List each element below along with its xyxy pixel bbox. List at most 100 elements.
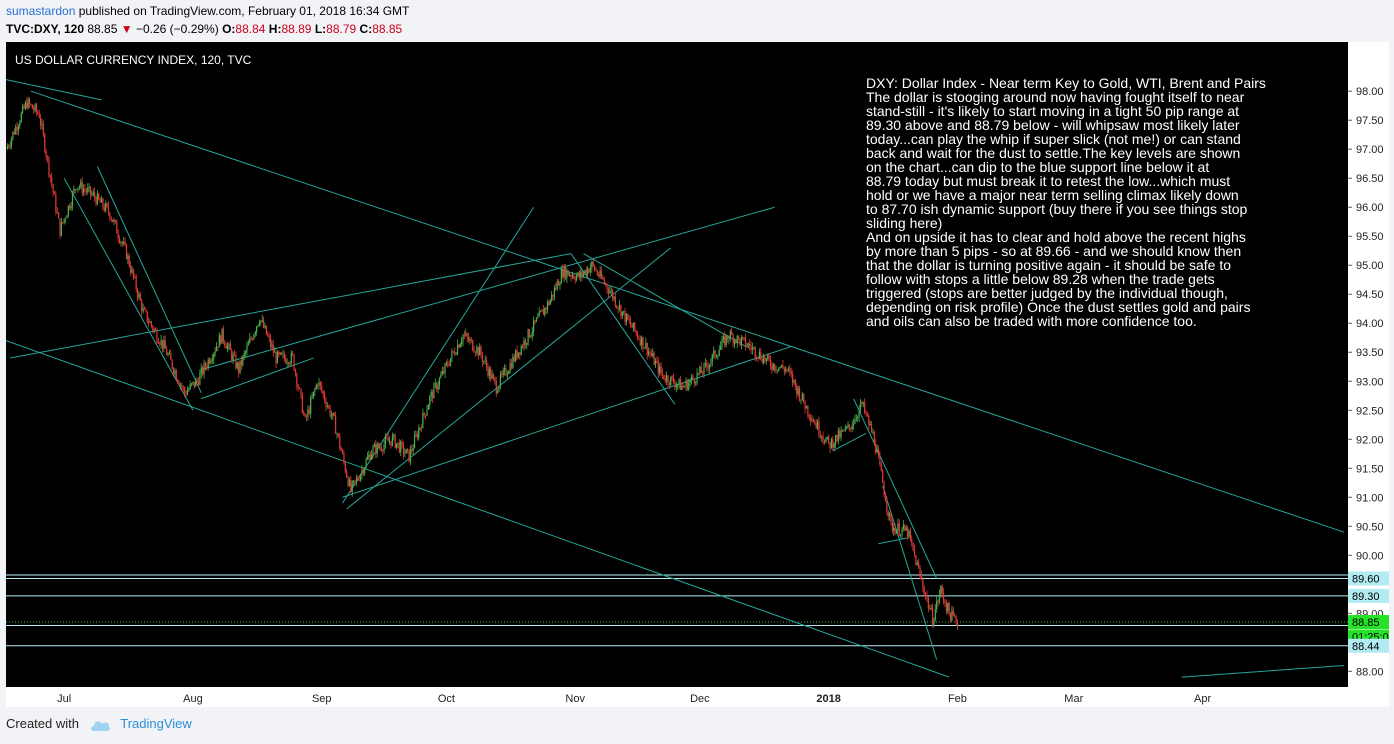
price-chart[interactable]: US DOLLAR CURRENCY INDEX, 120, TVC DXY: … bbox=[6, 42, 1389, 707]
candle-body bbox=[756, 356, 758, 359]
candle-body bbox=[844, 427, 846, 432]
candle-body bbox=[736, 335, 738, 344]
y-tick-label: 94.00 bbox=[1356, 318, 1384, 330]
candle-body bbox=[605, 283, 607, 285]
candle-body bbox=[560, 269, 562, 284]
candle-body bbox=[15, 126, 17, 135]
candle-body bbox=[829, 442, 831, 449]
candle-body bbox=[276, 351, 279, 364]
candle-body bbox=[531, 331, 533, 336]
candle-body bbox=[603, 279, 605, 284]
candle-body bbox=[107, 205, 110, 213]
candle-body bbox=[139, 294, 141, 301]
candle-body bbox=[318, 381, 320, 386]
candle-body bbox=[272, 344, 274, 353]
candle-body bbox=[485, 360, 488, 368]
candle-body bbox=[59, 218, 61, 236]
candle-body bbox=[289, 362, 291, 365]
candle-body bbox=[564, 266, 567, 279]
candle-body bbox=[859, 402, 862, 409]
candle-body bbox=[58, 212, 60, 219]
chart-title: US DOLLAR CURRENCY INDEX, 120, TVC bbox=[15, 53, 252, 67]
candle-body bbox=[487, 367, 489, 376]
candle-body bbox=[512, 356, 514, 369]
candle-body bbox=[425, 414, 427, 416]
candle-body bbox=[628, 319, 630, 321]
candle-body bbox=[720, 346, 722, 350]
candle-body bbox=[238, 362, 240, 373]
candle-body bbox=[569, 275, 571, 276]
candle-body bbox=[17, 126, 20, 131]
candle-body bbox=[178, 381, 180, 386]
candle-body bbox=[893, 528, 895, 532]
candle-body bbox=[902, 524, 905, 529]
candle-body bbox=[373, 444, 375, 448]
candle-body bbox=[105, 203, 107, 211]
candle-body bbox=[38, 113, 40, 118]
annotation-line: follow with stops a little below 89.28 w… bbox=[866, 271, 1215, 287]
candle-body bbox=[639, 339, 641, 345]
candle-body bbox=[16, 126, 18, 131]
candle-body bbox=[427, 405, 430, 410]
chart-container[interactable]: US DOLLAR CURRENCY INDEX, 120, TVC DXY: … bbox=[6, 42, 1389, 707]
candle-body bbox=[825, 439, 827, 443]
candle-body bbox=[239, 360, 241, 373]
annotation-line: stand-still - it's likely to start movin… bbox=[866, 103, 1239, 119]
candle-body bbox=[837, 430, 839, 441]
candle-body bbox=[852, 423, 855, 426]
candle-body bbox=[379, 447, 381, 448]
candle-body bbox=[479, 346, 481, 356]
author-link[interactable]: sumastardon bbox=[6, 4, 76, 18]
candle-body bbox=[473, 350, 475, 353]
candle-body bbox=[724, 336, 726, 346]
candle-body bbox=[242, 355, 244, 366]
candle-body bbox=[798, 388, 801, 401]
candle-body bbox=[908, 530, 910, 537]
candle-body bbox=[264, 325, 266, 328]
candle-body bbox=[390, 441, 392, 446]
trendline bbox=[342, 206, 535, 504]
candle-body bbox=[631, 325, 633, 328]
time-axis[interactable] bbox=[6, 687, 1389, 707]
candle-body bbox=[236, 362, 238, 368]
candle-body bbox=[843, 430, 845, 432]
candle-body bbox=[872, 432, 874, 434]
candle-body bbox=[520, 346, 522, 355]
candle-body bbox=[648, 351, 650, 355]
candle-body bbox=[897, 523, 899, 530]
candle-body bbox=[749, 343, 751, 347]
candle-body bbox=[350, 479, 352, 492]
candle-body bbox=[110, 218, 112, 220]
candle-body bbox=[538, 311, 540, 317]
candle-body bbox=[459, 343, 461, 348]
candle-body bbox=[150, 321, 153, 327]
candle-body bbox=[339, 435, 341, 448]
candle-body bbox=[677, 384, 679, 386]
candle-body bbox=[821, 436, 823, 438]
candle-body bbox=[733, 339, 736, 344]
candle-body bbox=[771, 366, 773, 370]
price-axis[interactable] bbox=[1348, 42, 1389, 707]
candle-body bbox=[87, 188, 89, 192]
candle-body bbox=[599, 270, 601, 277]
candle-body bbox=[891, 522, 893, 532]
symbol-label: TVC:DXY, 120 bbox=[6, 22, 85, 36]
candle-body bbox=[376, 443, 378, 454]
candle-body bbox=[249, 338, 251, 343]
trendline bbox=[342, 345, 792, 498]
tradingview-cloud-icon[interactable] bbox=[89, 718, 111, 732]
candle-body bbox=[164, 340, 166, 349]
candle-body bbox=[69, 205, 71, 209]
candle-body bbox=[200, 367, 202, 374]
candle-body bbox=[610, 290, 612, 292]
tradingview-link[interactable]: TradingView bbox=[120, 716, 192, 731]
candle-body bbox=[207, 359, 209, 368]
candle-body bbox=[884, 494, 887, 502]
candle-body bbox=[828, 436, 830, 443]
candle-body bbox=[588, 268, 590, 273]
candle-body bbox=[9, 145, 11, 147]
candle-body bbox=[134, 276, 136, 278]
candle-body bbox=[361, 469, 363, 475]
candle-body bbox=[855, 418, 857, 420]
candle-body bbox=[186, 390, 189, 395]
